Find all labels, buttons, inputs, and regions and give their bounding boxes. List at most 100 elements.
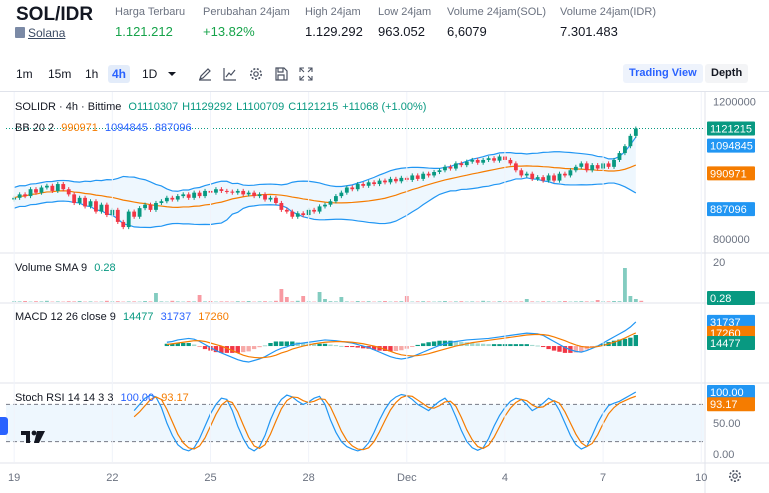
volume-bar [39, 301, 44, 302]
candle-body [290, 211, 295, 217]
draw-pen-icon[interactable] [197, 66, 213, 82]
macd-hist-bar [573, 346, 579, 353]
macd-hist-bar [186, 343, 191, 347]
candle-body [203, 190, 207, 197]
tradingview-logo-icon [20, 428, 46, 446]
volume-bar [339, 297, 344, 302]
volume-title: Volume SMA 9 [15, 262, 88, 274]
volume-bar [88, 301, 93, 302]
volume-bar [241, 301, 246, 302]
macd-hist-bar [393, 346, 399, 351]
macd-hist-bar [257, 346, 262, 348]
stoch-k-tag-bg [707, 385, 755, 399]
stoch-legend: Stoch RSI 14 14 3 3 100.00 93.17 [15, 392, 193, 404]
side-panel-toggle[interactable] [0, 417, 8, 435]
volume-bar [399, 301, 404, 302]
volume-bar [470, 301, 475, 302]
candle-body [595, 165, 600, 169]
trading-view-button[interactable]: Trading View [623, 64, 703, 83]
candle-body [50, 185, 55, 191]
macd-hist-value: 14477 [122, 311, 154, 323]
candle-body [104, 204, 109, 216]
candle-body [268, 197, 273, 200]
ohlc-legend: SOLIDR · 4h · Bittime O1110307 H1129292 L1… [15, 101, 430, 113]
macd-hist-bar [333, 345, 339, 347]
candle-body [328, 201, 333, 205]
candle-body [628, 135, 633, 147]
volume-bar [132, 301, 137, 302]
chevron-down-icon[interactable] [164, 66, 180, 82]
volume-bar [328, 301, 333, 302]
gear-icon[interactable] [248, 66, 264, 82]
candle-body [557, 173, 562, 181]
candle-body [17, 194, 22, 198]
save-icon[interactable] [273, 66, 289, 82]
volume-bar [617, 301, 622, 302]
macd-hist-bar [611, 340, 617, 347]
candle-body [214, 189, 218, 193]
candle-body [334, 196, 338, 202]
volume-bar [459, 301, 464, 302]
interval-4h-button[interactable]: 4h [108, 65, 131, 83]
candle-body [617, 153, 622, 160]
candle-body [475, 159, 480, 163]
stoch-tick-label: 50.00 [713, 418, 741, 430]
macd-hist-bar [426, 342, 431, 347]
depth-button[interactable]: Depth [705, 64, 749, 83]
candle-body [377, 180, 382, 185]
candle-body [410, 175, 415, 180]
interval-1m-button[interactable]: 1m [16, 67, 33, 81]
volume-value: 0.28 [94, 262, 116, 274]
x-tick-label: Dec [397, 472, 417, 484]
candle-body [383, 180, 387, 183]
macd-line [166, 321, 637, 363]
price-chart[interactable]: 1200000 800000 1121215 1094845 990971 887096 2… [0, 92, 769, 493]
volume-bar [323, 299, 327, 302]
macd-hist-bar [622, 338, 628, 347]
candle-body [372, 182, 376, 185]
macd-hist-bar [230, 346, 235, 353]
volume-bar [274, 300, 278, 302]
volume-bar [257, 301, 262, 302]
macd-hist-bar [459, 341, 464, 347]
macd-hist-bar [322, 343, 328, 347]
indicator-line-icon[interactable] [222, 66, 238, 82]
interval-1d-button[interactable]: 1D [142, 67, 158, 81]
toolbar-divider [0, 91, 769, 92]
macd-legend: MACD 12 26 close 9 14477 31737 17260 [15, 311, 233, 323]
bb-lower-tag-bg [707, 202, 755, 217]
volume-bar [192, 301, 197, 302]
bb-upper-tag: 1094845 [710, 141, 753, 153]
candle-body [573, 166, 578, 171]
candle-body [88, 201, 93, 207]
coin-name-link[interactable]: Solana [28, 26, 66, 40]
candle-body [241, 190, 246, 195]
interval-1h-button[interactable]: 1h [85, 67, 99, 81]
macd-hist-bar [453, 341, 459, 347]
macd-hist-bar [519, 344, 524, 347]
macd-hist-bar [557, 346, 562, 352]
volume-bar [530, 301, 535, 302]
volume-bar [519, 301, 524, 302]
chart-settings-icon[interactable] [727, 468, 743, 484]
candle-body [197, 192, 202, 197]
stat-label: Volume 24jam(IDR) [560, 6, 656, 18]
fullscreen-icon[interactable] [298, 66, 314, 82]
volume-bar [55, 301, 60, 302]
macd-hist-bar [448, 340, 453, 347]
volume-bar [17, 301, 22, 302]
interval-15m-button[interactable]: 15m [48, 67, 72, 81]
macd-hist-bar [175, 343, 180, 347]
volume-bar [612, 301, 616, 302]
volume-bar [197, 295, 202, 302]
stoch-d-tag-bg [707, 397, 755, 412]
candle-body [508, 159, 513, 164]
macd-hist-tag-bg [707, 336, 755, 351]
volume-bar [557, 301, 562, 302]
bb-lower-tag: 887096 [710, 204, 747, 216]
stoch-title: Stoch RSI 14 14 3 3 [15, 392, 114, 404]
candle-body [323, 204, 327, 207]
volume-tick-label: 20 [713, 257, 725, 269]
volume-bar [377, 301, 382, 302]
candle-body [568, 170, 573, 176]
